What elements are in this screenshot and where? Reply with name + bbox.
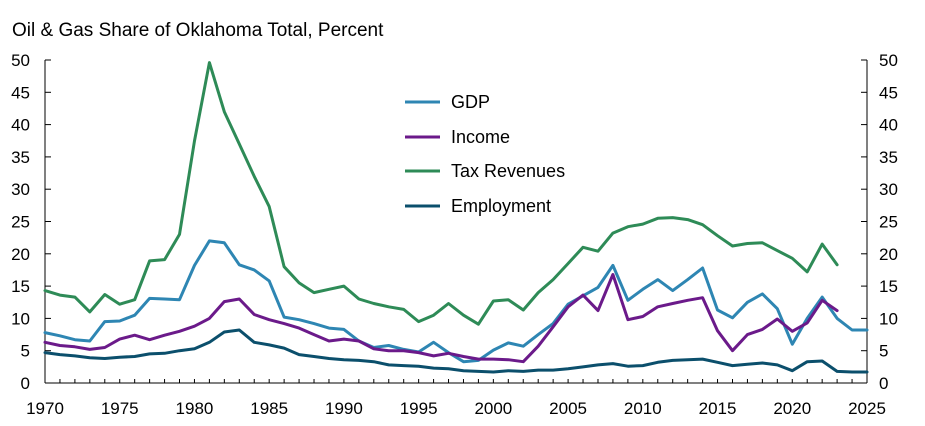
x-tick-label: 2010 <box>624 399 662 418</box>
y-tick-label-left: 20 <box>11 245 30 264</box>
legend-label-employment: Employment <box>451 196 551 216</box>
x-tick-label: 1980 <box>176 399 214 418</box>
y-tick-label-right: 25 <box>879 213 898 232</box>
y-tick-label-left: 40 <box>11 116 30 135</box>
x-tick-label: 1975 <box>101 399 139 418</box>
y-tick-label-left: 0 <box>21 374 30 393</box>
x-tick-label: 1985 <box>250 399 288 418</box>
x-tick-label: 1995 <box>400 399 438 418</box>
y-tick-label-right: 35 <box>879 148 898 167</box>
x-tick-label: 2000 <box>474 399 512 418</box>
x-tick-label: 1990 <box>325 399 363 418</box>
series-line-income <box>43 273 839 364</box>
x-tick-label: 2005 <box>549 399 587 418</box>
y-tick-label-right: 45 <box>879 83 898 102</box>
legend-label-income: Income <box>451 127 510 147</box>
legend-label-tax-revenues: Tax Revenues <box>451 161 565 181</box>
y-tick-label-right: 30 <box>879 180 898 199</box>
y-tick-label-right: 50 <box>879 51 898 70</box>
legend-label-gdp: GDP <box>451 92 490 112</box>
x-tick-label: 2015 <box>699 399 737 418</box>
y-tick-label-left: 15 <box>11 277 30 296</box>
x-tick-label: 2025 <box>848 399 886 418</box>
x-tick-label: 1970 <box>26 399 64 418</box>
x-tick-label: 2020 <box>773 399 811 418</box>
y-tick-label-right: 10 <box>879 309 898 328</box>
y-tick-label-right: 5 <box>879 342 888 361</box>
y-tick-label-right: 40 <box>879 116 898 135</box>
y-tick-label-left: 50 <box>11 51 30 70</box>
series-line-employment <box>43 328 869 374</box>
series-line-gdp <box>43 239 869 364</box>
chart-title: Oil & Gas Share of Oklahoma Total, Perce… <box>12 20 384 41</box>
y-tick-label-left: 10 <box>11 309 30 328</box>
y-tick-label-left: 45 <box>11 83 30 102</box>
y-tick-label-left: 5 <box>21 342 30 361</box>
y-tick-label-left: 25 <box>11 213 30 232</box>
y-tick-label-right: 20 <box>879 245 898 264</box>
y-tick-label-left: 30 <box>11 180 30 199</box>
y-tick-label-right: 0 <box>879 374 888 393</box>
series-line-tax-revenues <box>43 61 839 326</box>
y-tick-label-right: 15 <box>879 277 898 296</box>
y-tick-label-left: 35 <box>11 148 30 167</box>
